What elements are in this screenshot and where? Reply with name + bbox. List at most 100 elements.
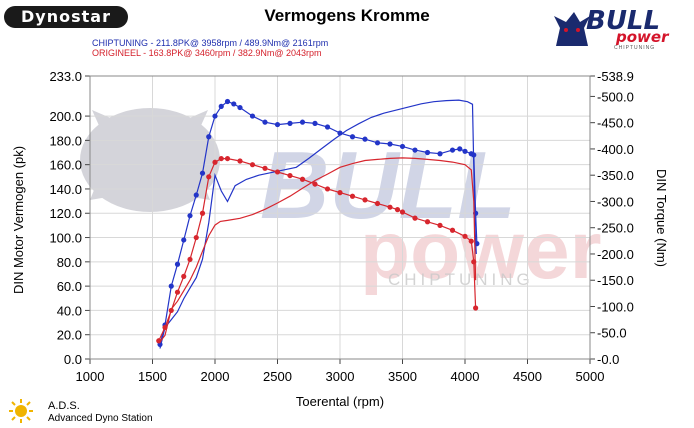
- x-tick-label: 4500: [513, 369, 542, 384]
- data-point-origineel: [399, 209, 406, 215]
- data-point-chiptuning: [462, 148, 468, 154]
- chart-series: [156, 98, 480, 349]
- data-point-origineel: [362, 197, 368, 203]
- data-point-chiptuning: [262, 119, 268, 125]
- y-tick-label-right: -538.9: [597, 69, 634, 84]
- data-point-chiptuning: [399, 143, 406, 150]
- data-point-origineel: [287, 172, 293, 179]
- data-point-chiptuning: [324, 124, 331, 130]
- x-tick-label: 1500: [138, 369, 167, 384]
- x-tick-label: 2500: [263, 369, 292, 384]
- y-tick-label-left: 120.0: [49, 206, 82, 221]
- ads-footer: A.D.S. Advanced Dyno Station: [8, 398, 208, 426]
- data-point-origineel: [237, 158, 243, 164]
- data-point-origineel: [473, 305, 479, 311]
- y-tick-label-right: -400.0: [597, 142, 634, 157]
- data-point-chiptuning: [224, 98, 231, 105]
- x-tick-label: 1000: [76, 369, 105, 384]
- data-point-origineel: [274, 169, 281, 175]
- data-point-origineel: [468, 238, 474, 244]
- dynostar-logo: Dynostar: [4, 6, 128, 28]
- data-point-origineel: [324, 186, 331, 192]
- y-tick-label-left: 180.0: [49, 133, 82, 148]
- data-point-chiptuning: [362, 136, 368, 142]
- data-point-chiptuning: [206, 134, 212, 140]
- chart-axes: 1000 1500 2000 2500 3000 3500 4000 4500 5000 0.0 2…: [49, 69, 633, 384]
- y-tick-label-left: 160.0: [49, 158, 82, 173]
- data-point-chiptuning: [412, 147, 418, 153]
- data-point-origineel: [387, 204, 393, 210]
- data-point-chiptuning: [349, 134, 356, 140]
- watermark-power-text: power: [360, 205, 601, 296]
- data-point-origineel: [349, 193, 356, 199]
- data-point-chiptuning: [387, 141, 393, 147]
- y-tick-label-right: -150.0: [597, 273, 634, 288]
- data-point-origineel: [181, 273, 187, 280]
- x-tick-label: 4000: [451, 369, 480, 384]
- y-axis-label-right: DIN Torque (Nm): [654, 169, 669, 267]
- legend-origineel: ORIGINEEL - 163.8PK@ 3460rpm / 382.9Nm@ …: [92, 48, 322, 58]
- data-point-chiptuning: [212, 113, 218, 119]
- data-point-origineel: [218, 155, 224, 162]
- data-point-origineel: [224, 155, 231, 162]
- ads-name: A.D.S.: [48, 400, 80, 412]
- data-point-chiptuning: [449, 147, 456, 153]
- data-point-origineel: [337, 190, 343, 196]
- data-point-origineel: [299, 176, 306, 182]
- data-point-origineel: [462, 233, 468, 239]
- data-point-origineel: [249, 162, 256, 168]
- x-tick-label: 3000: [326, 369, 355, 384]
- y-tick-label-right: -50.0: [597, 326, 627, 341]
- y-tick-label-right: -300.0: [597, 194, 634, 209]
- data-point-chiptuning: [274, 121, 281, 128]
- y-tick-label-right: -500.0: [597, 89, 634, 104]
- y-tick-label-left: 80.0: [57, 255, 82, 270]
- data-point-origineel: [394, 207, 401, 213]
- y-tick-label-left: 233.0: [49, 69, 82, 84]
- watermark-bull-icon: [80, 108, 220, 212]
- watermark-chiptuning-text: CHIPTUNING: [388, 270, 534, 289]
- data-point-chiptuning: [299, 119, 306, 125]
- ads-subtitle: Advanced Dyno Station: [48, 413, 153, 424]
- y-tick-label-left: 0.0: [64, 352, 82, 367]
- data-point-chiptuning: [287, 120, 293, 126]
- y-tick-label-right: -450.0: [597, 116, 634, 131]
- data-point-origineel: [193, 234, 199, 241]
- data-point-origineel: [312, 181, 318, 187]
- ads-sun-icon: [9, 399, 33, 423]
- data-point-chiptuning: [187, 213, 193, 219]
- data-point-chiptuning: [231, 101, 237, 107]
- y-tick-label-right: -250.0: [597, 221, 634, 236]
- data-point-chiptuning: [437, 151, 443, 157]
- y-tick-label-left: 40.0: [57, 303, 82, 318]
- y-tick-label-right: -0.0: [597, 352, 619, 367]
- data-point-origineel: [199, 210, 206, 216]
- x-axis-label: Toerental (rpm): [296, 394, 384, 409]
- data-point-chiptuning: [249, 113, 256, 119]
- y-tick-label-right: -350.0: [597, 168, 634, 183]
- data-point-origineel: [212, 159, 218, 165]
- data-point-chiptuning: [312, 120, 318, 126]
- data-point-origineel: [412, 215, 418, 221]
- data-point-origineel: [424, 219, 431, 225]
- x-tick-label: 5000: [576, 369, 605, 384]
- chart-title: Vermogens Kromme: [264, 6, 430, 25]
- y-tick-label-left: 100.0: [49, 231, 82, 246]
- power-logo-word: power: [616, 28, 669, 46]
- series-line-origineel-torque: [158, 157, 477, 344]
- y-axis-label-left: DIN Motor Vermogen (pk): [11, 146, 26, 294]
- data-point-chiptuning: [237, 104, 243, 111]
- data-point-origineel: [374, 200, 381, 207]
- legend-chiptuning: CHIPTUNING - 211.8PK@ 3958rpm / 489.9Nm@…: [92, 38, 329, 48]
- bull-logo-word: BULL: [586, 6, 661, 36]
- data-point-origineel: [174, 289, 181, 295]
- data-point-chiptuning: [218, 103, 224, 109]
- data-point-origineel: [449, 227, 456, 233]
- dynostar-logo-text: Dynostar: [21, 7, 111, 26]
- data-point-chiptuning: [193, 192, 199, 198]
- data-point-chiptuning: [457, 146, 463, 152]
- chiptuning-logo-word: CHIPTUNING: [614, 45, 656, 51]
- y-tick-label-left: 200.0: [49, 109, 82, 124]
